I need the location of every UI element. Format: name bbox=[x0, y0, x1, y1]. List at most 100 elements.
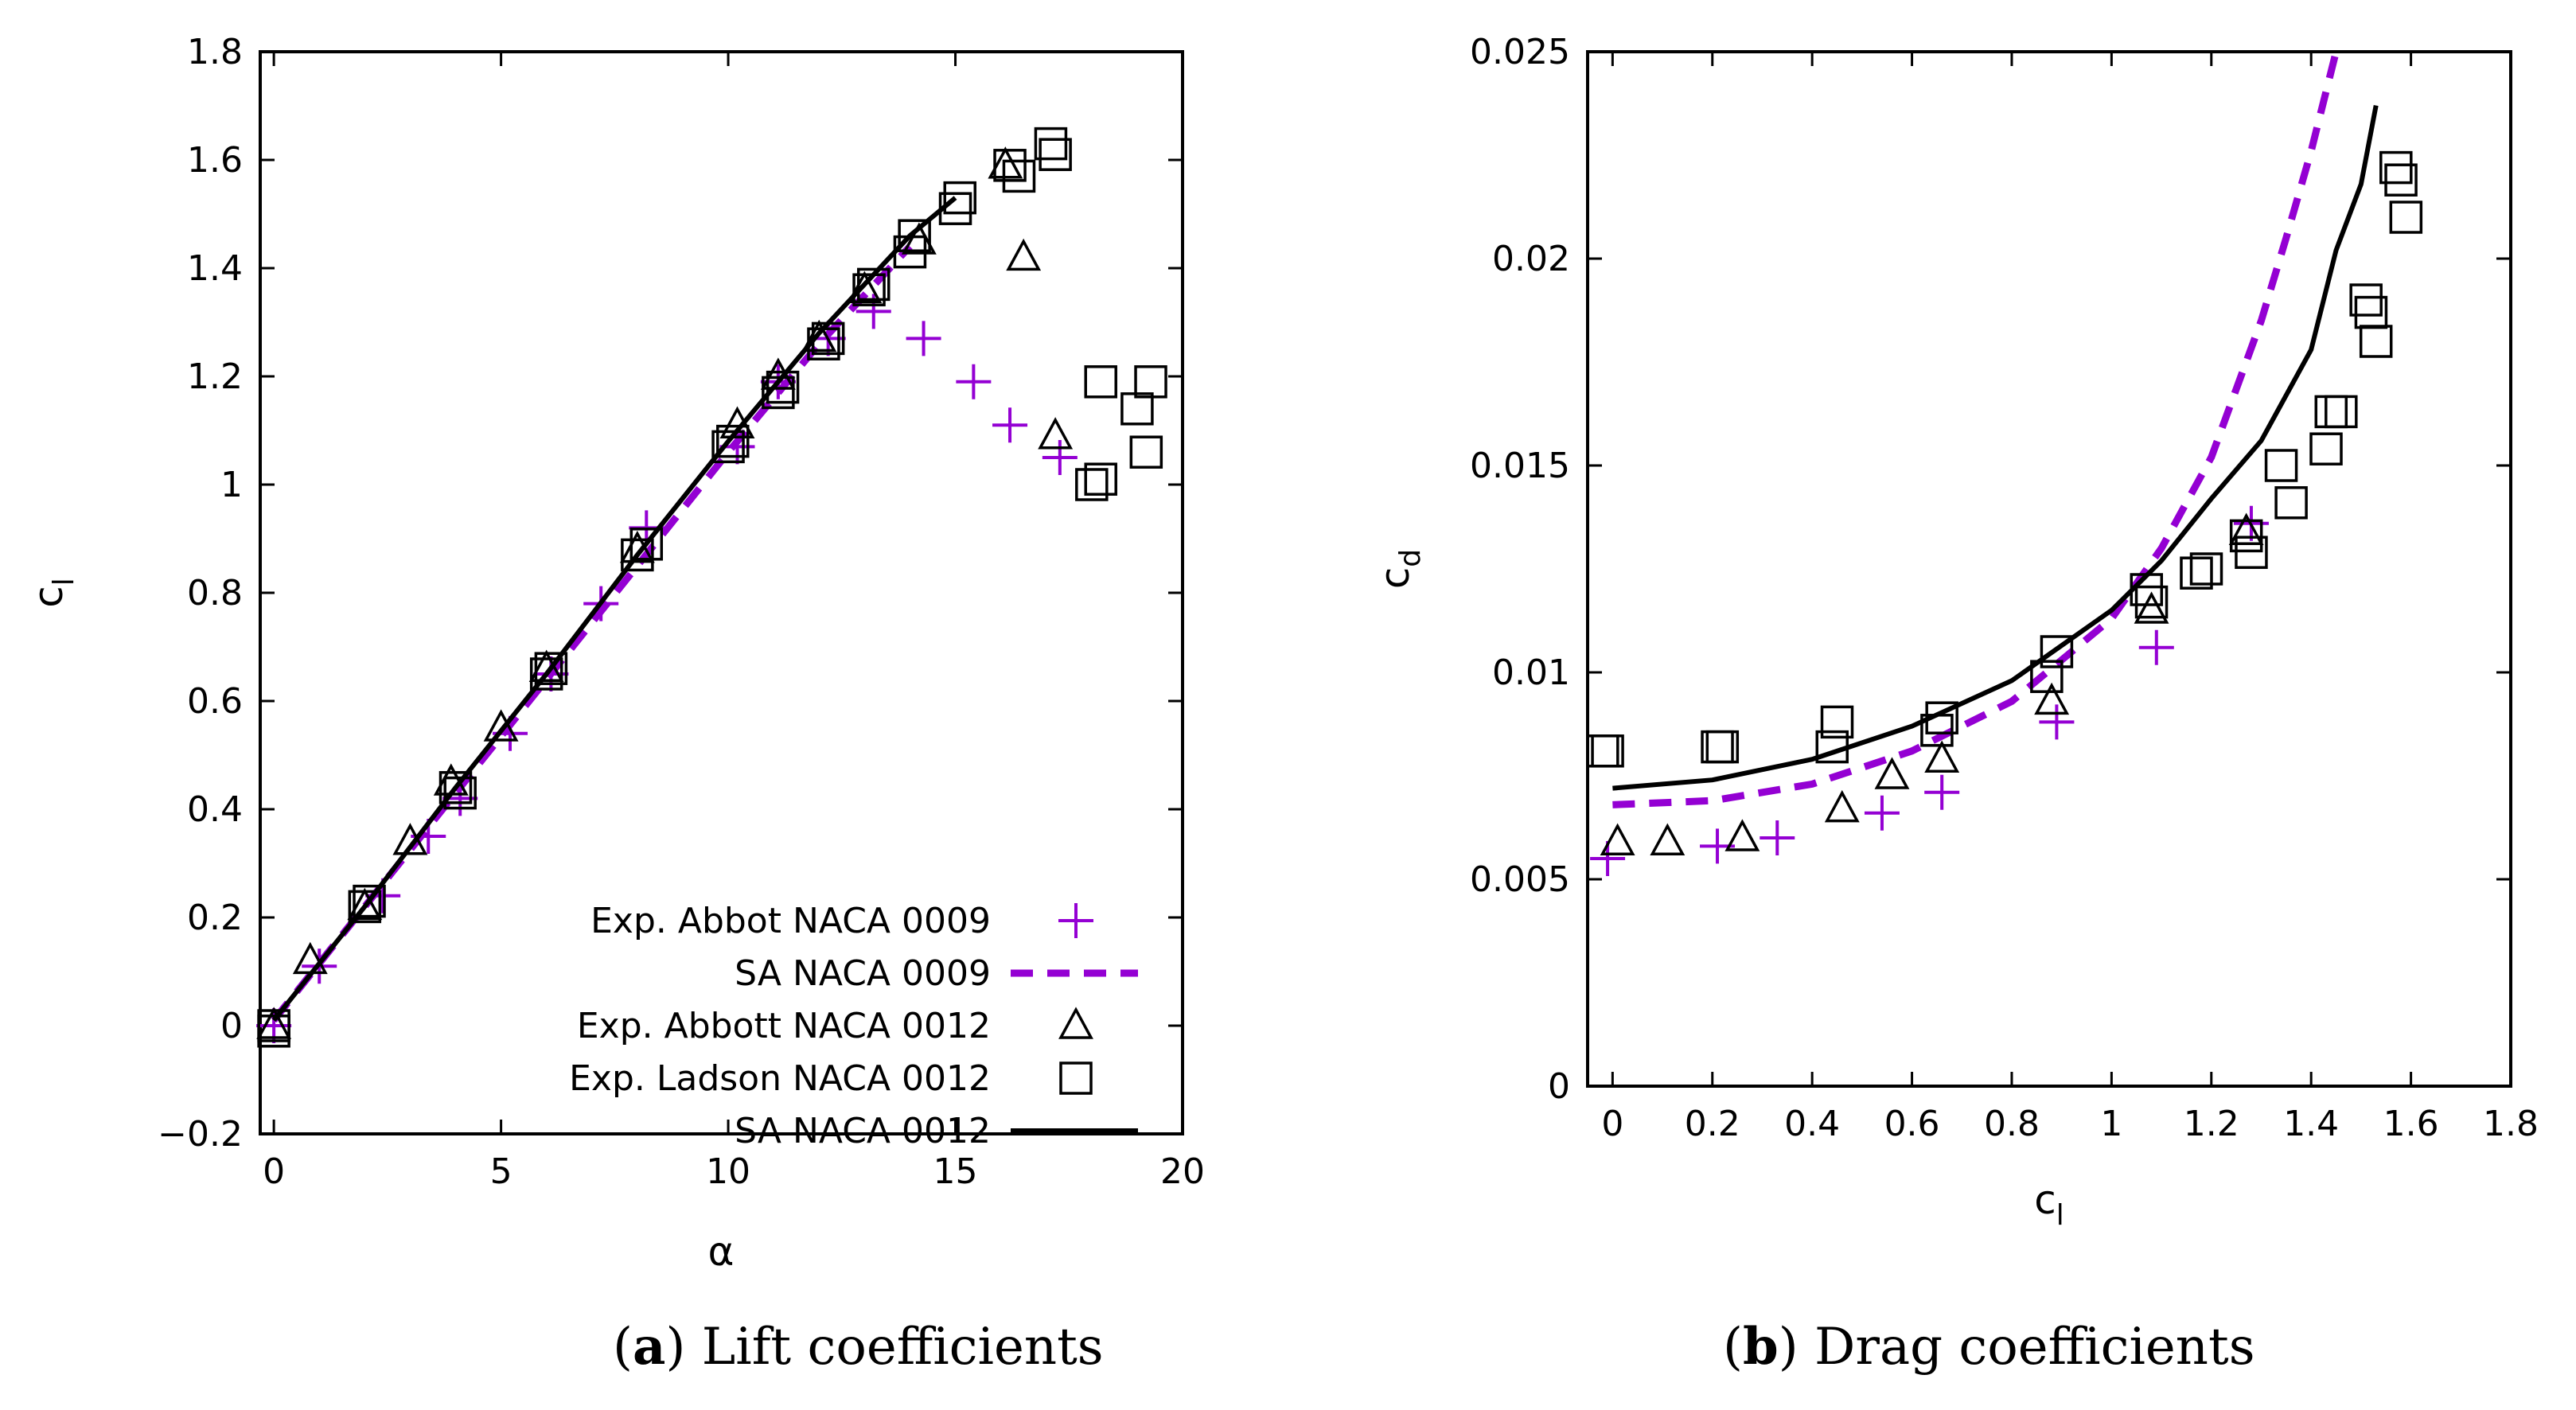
drag-point bbox=[1824, 789, 1860, 823]
lift-point bbox=[1006, 238, 1042, 271]
legend-label: SA NACA 0009 bbox=[735, 953, 991, 994]
lift-point bbox=[1120, 392, 1154, 426]
svg-text:cl: cl bbox=[25, 578, 80, 608]
drag-point bbox=[1874, 757, 1910, 789]
drag-x-tick-label: 1.2 bbox=[2184, 1104, 2239, 1144]
lift-y-tick-label: 0.8 bbox=[187, 573, 243, 613]
lift-point bbox=[353, 884, 386, 918]
caption-b-text: Drag coefficients bbox=[1814, 1318, 2255, 1377]
lift-point bbox=[621, 538, 654, 572]
drag-x-tick-label: 1.8 bbox=[2483, 1104, 2539, 1144]
lift-point bbox=[1134, 365, 1167, 399]
drag-x-tick-label: 1.4 bbox=[2283, 1104, 2339, 1144]
drag-x-axis-label-main: c bbox=[2034, 1177, 2056, 1223]
lift-point bbox=[711, 430, 745, 464]
lift-y-tick-label: 0.4 bbox=[187, 789, 243, 830]
drag-point bbox=[2030, 660, 2064, 693]
drag-point bbox=[1600, 823, 1635, 855]
lift-y-tick-label: 1.4 bbox=[187, 248, 243, 289]
drag-series-3 bbox=[1586, 150, 2423, 768]
drag-point bbox=[2189, 552, 2223, 586]
lift-point bbox=[1084, 462, 1117, 496]
drag-y-tick-label: 0.025 bbox=[1470, 32, 1570, 72]
legend-marker-swatch bbox=[1059, 1061, 1093, 1095]
drag-point bbox=[2314, 395, 2348, 429]
lift-y-tick-label: 0 bbox=[220, 1006, 243, 1046]
drag-point bbox=[2229, 519, 2263, 553]
drag-x-tick-label: 0.6 bbox=[1884, 1104, 1940, 1144]
legend-marker-swatch bbox=[1058, 1007, 1093, 1039]
lift-point bbox=[993, 149, 1027, 182]
lift-point bbox=[348, 890, 382, 924]
lift-y-tick-label: 1.6 bbox=[187, 140, 243, 181]
drag-point bbox=[2384, 163, 2418, 197]
lift-point bbox=[347, 887, 383, 921]
lift-y-tick-label: 1.8 bbox=[187, 32, 243, 72]
lift-point bbox=[762, 376, 795, 410]
lift-x-tick-label: 20 bbox=[1160, 1151, 1205, 1192]
drag-series-4 bbox=[1612, 105, 2379, 791]
drag-series-1 bbox=[1612, 50, 2340, 808]
lift-point bbox=[529, 657, 563, 691]
drag-series-line bbox=[1612, 50, 2340, 808]
lift-point bbox=[943, 181, 976, 215]
lift-point bbox=[992, 407, 1028, 443]
lift-point bbox=[847, 271, 883, 303]
lift-series-line bbox=[271, 243, 913, 1023]
drag-y-axis-label-sub: d bbox=[1394, 549, 1427, 567]
lift-point bbox=[956, 364, 992, 399]
svg-text:cl: cl bbox=[2034, 1177, 2064, 1232]
lift-point bbox=[801, 319, 837, 352]
lift-point bbox=[852, 273, 886, 306]
lift-point bbox=[901, 222, 937, 255]
lift-point bbox=[256, 1007, 292, 1039]
legend-label: Exp. Abbot NACA 0009 bbox=[590, 901, 991, 941]
drag-point bbox=[2359, 325, 2393, 358]
drag-chart: 0 0.2 0.4 0.6 0.8 1 1.2 1.4 1.6 1.8 0 0.005 0.01 0.01… bbox=[1372, 32, 2539, 1232]
caption-a: (a) Lift coefficients bbox=[613, 1317, 1104, 1377]
drag-x-tick-label: 1 bbox=[2100, 1104, 2122, 1144]
lift-point bbox=[988, 146, 1023, 179]
lift-point bbox=[716, 424, 750, 458]
lift-point bbox=[629, 528, 664, 561]
lift-point bbox=[1129, 435, 1163, 469]
drag-point bbox=[1760, 820, 1795, 855]
drag-series-line bbox=[1612, 105, 2379, 791]
drag-point bbox=[1724, 819, 1760, 851]
drag-point bbox=[2039, 704, 2075, 740]
drag-point bbox=[2235, 536, 2268, 569]
lift-legend: Exp. Abbot NACA 0009 SA NACA 0009 Exp. Abb… bbox=[569, 901, 1138, 1151]
lift-series-line bbox=[271, 196, 957, 1022]
legend-label: Exp. Ladson NACA 0012 bbox=[569, 1058, 991, 1099]
legend-marker-swatch bbox=[1058, 903, 1093, 938]
lift-x-axis-label: α bbox=[708, 1229, 735, 1275]
drag-x-axis-label: cl bbox=[2034, 1177, 2064, 1232]
drag-point bbox=[1820, 705, 1854, 739]
drag-point bbox=[1705, 730, 1740, 764]
drag-point bbox=[2034, 682, 2070, 715]
lift-point bbox=[1038, 417, 1074, 450]
drag-x-axis-label-sub: l bbox=[2056, 1199, 2064, 1232]
lift-point bbox=[438, 771, 473, 804]
drag-point bbox=[2134, 585, 2169, 619]
drag-point bbox=[1591, 734, 1624, 768]
lift-chart: 0 5 10 15 20 −0.2 0 0.2 0.4 0.6 0.8 1 1.2 1.4 1.6 1.8 α… bbox=[25, 32, 1205, 1275]
lift-point bbox=[1039, 138, 1072, 171]
drag-x-tick-label: 0.8 bbox=[1984, 1104, 2040, 1144]
legend-label: SA NACA 0012 bbox=[735, 1111, 991, 1151]
lift-y-tick-label: 0.6 bbox=[187, 681, 243, 722]
lift-series-4 bbox=[271, 196, 957, 1022]
drag-plot-frame bbox=[1586, 50, 2512, 1088]
drag-point bbox=[2180, 556, 2213, 590]
caption-b: (b) Drag coefficients bbox=[1723, 1317, 2255, 1377]
drag-point bbox=[1650, 823, 1686, 855]
lift-x-tick-label: 5 bbox=[490, 1151, 512, 1192]
drag-point bbox=[2264, 449, 2298, 482]
drag-point bbox=[2379, 150, 2413, 185]
drag-point bbox=[2309, 432, 2343, 465]
lift-point bbox=[906, 321, 941, 356]
drag-point bbox=[2389, 201, 2423, 234]
lift-point bbox=[1042, 440, 1078, 475]
drag-y-tick-label: 0.01 bbox=[1492, 652, 1570, 693]
drag-y-axis-label: cd bbox=[1372, 549, 1427, 589]
